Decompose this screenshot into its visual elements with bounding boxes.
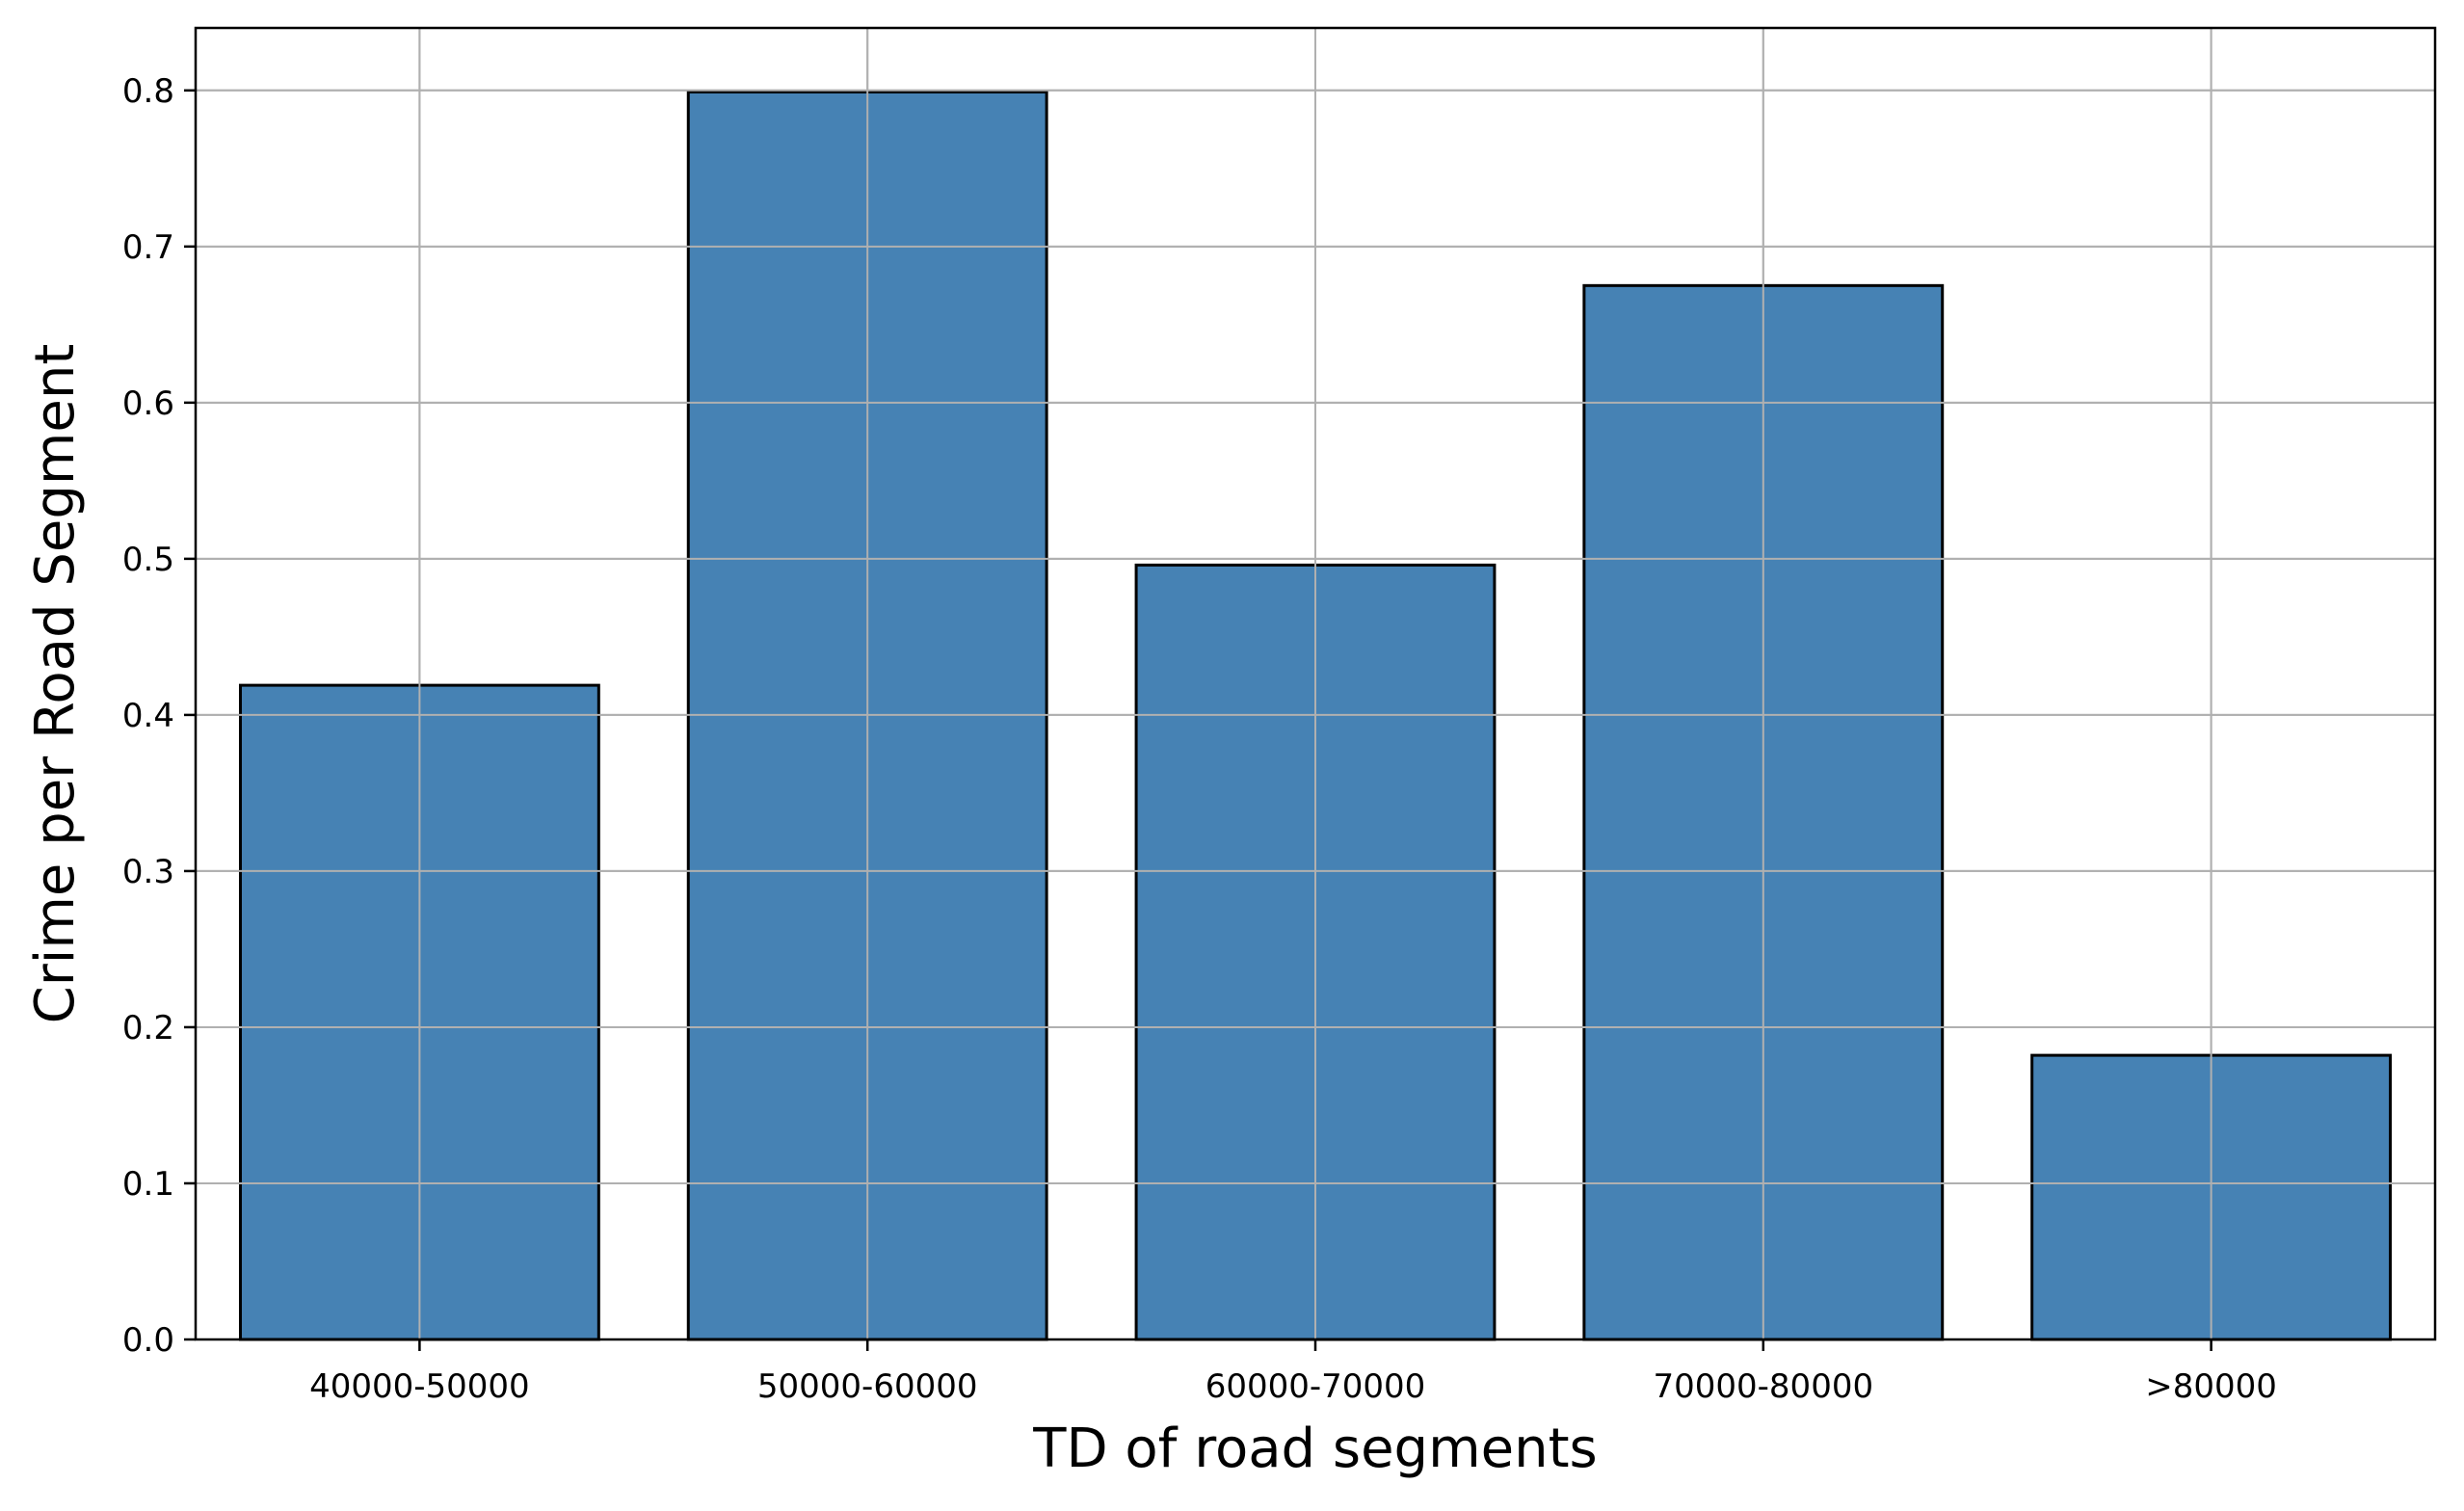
y-tick-label: 0.0 (122, 1321, 174, 1360)
x-tick-label: >80000 (2145, 1367, 2277, 1406)
y-tick-label: 0.3 (122, 853, 174, 891)
y-tick-label: 0.4 (122, 697, 174, 735)
x-axis-label: TD of road segments (1032, 1418, 1597, 1480)
x-axis-ticks: 40000-50000 50000-60000 60000-70000 70000-8… (309, 1339, 2277, 1406)
y-tick-label: 0.8 (122, 72, 174, 111)
x-tick-label: 70000-80000 (1654, 1367, 1874, 1406)
y-axis-label: Crime per Road Segment (24, 344, 87, 1024)
y-tick-label: 0.5 (122, 541, 174, 579)
x-tick-label: 60000-70000 (1206, 1367, 1426, 1406)
x-tick-label: 50000-60000 (757, 1367, 978, 1406)
y-tick-label: 0.2 (122, 1009, 174, 1047)
y-tick-label: 0.6 (122, 384, 174, 423)
y-tick-label: 0.1 (122, 1165, 174, 1204)
x-tick-label: 40000-50000 (309, 1367, 530, 1406)
y-axis-ticks: 0.0 0.1 0.2 0.3 0.4 0.5 0.6 0.7 0.8 (122, 72, 196, 1360)
y-tick-label: 0.7 (122, 228, 174, 267)
